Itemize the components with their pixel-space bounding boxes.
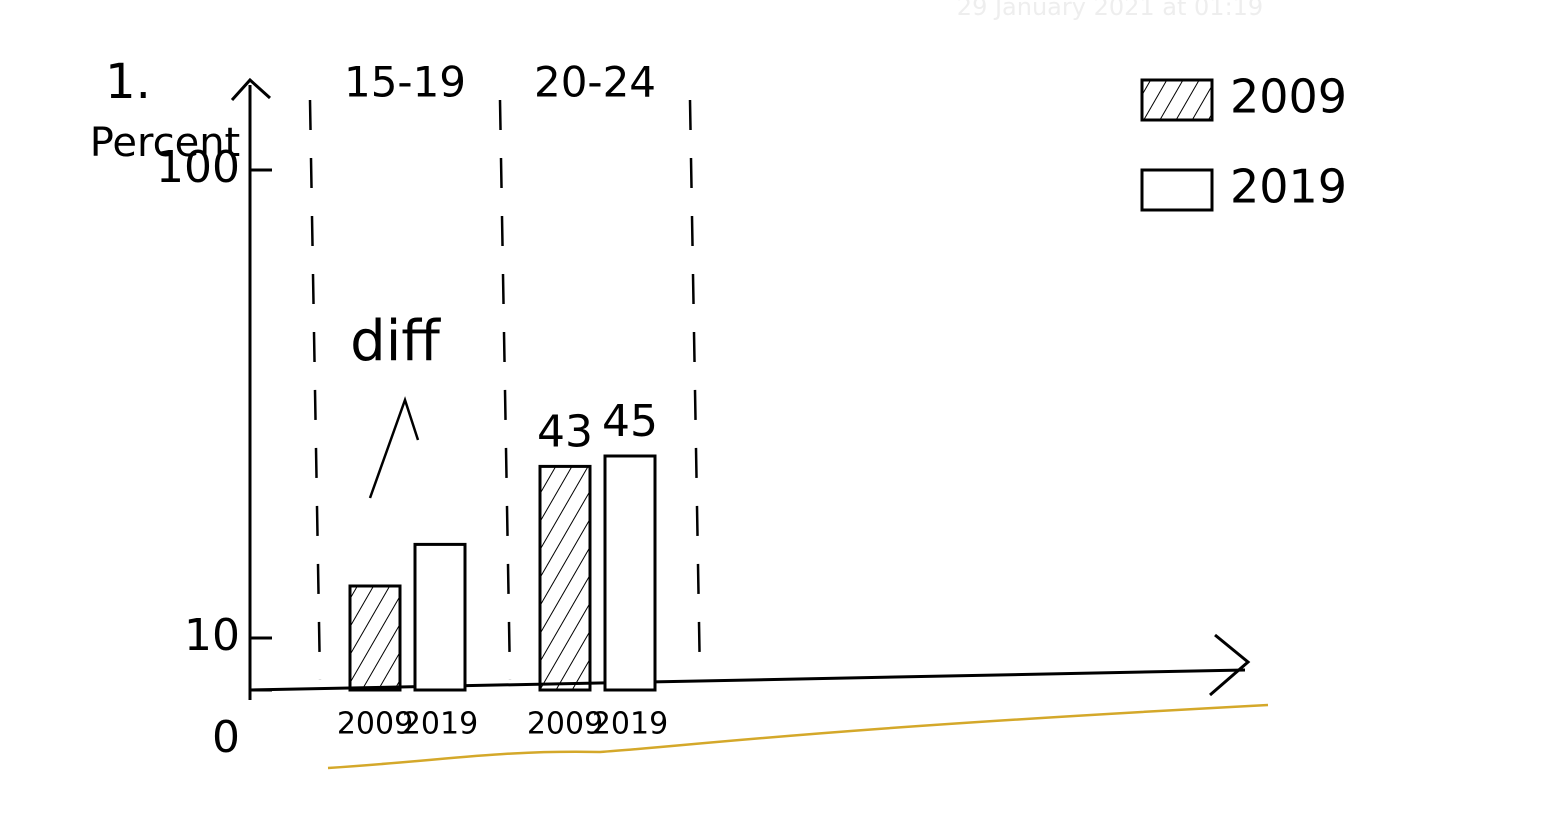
figure-number: 1. xyxy=(105,54,151,110)
bar xyxy=(348,584,402,692)
x-series-label: 2009 xyxy=(337,707,413,742)
legend-label: 2009 xyxy=(1230,70,1347,124)
legend-swatch xyxy=(1140,168,1214,212)
bar xyxy=(538,464,592,692)
group-separator xyxy=(688,99,702,681)
y-tick-label: 100 xyxy=(156,142,240,193)
category-label: 15-19 xyxy=(344,58,466,107)
underline xyxy=(327,703,1269,770)
category-label: 20-24 xyxy=(534,58,656,107)
y-tick-label: 0 xyxy=(212,712,240,763)
annotation-arrow xyxy=(368,396,420,499)
value-label: 45 xyxy=(602,396,658,447)
y-tick-label: 10 xyxy=(184,610,240,661)
legend-label: 2019 xyxy=(1230,160,1347,214)
annotation: diff xyxy=(350,309,441,374)
x-series-label: 2009 xyxy=(527,707,603,742)
y-axis-label: Percent xyxy=(90,120,241,166)
y-axis-arrow xyxy=(230,77,272,102)
legend-swatch xyxy=(1140,78,1214,122)
group-separator xyxy=(308,99,322,681)
group-separator xyxy=(498,99,512,681)
bar xyxy=(413,542,467,692)
timestamp: 29 January 2021 at 01:19 xyxy=(957,0,1263,21)
x-series-label: 2019 xyxy=(402,707,478,742)
value-label: 43 xyxy=(537,406,593,457)
bar xyxy=(603,454,657,692)
x-axis-arrow xyxy=(1209,633,1251,697)
x-series-label: 2019 xyxy=(592,707,668,742)
